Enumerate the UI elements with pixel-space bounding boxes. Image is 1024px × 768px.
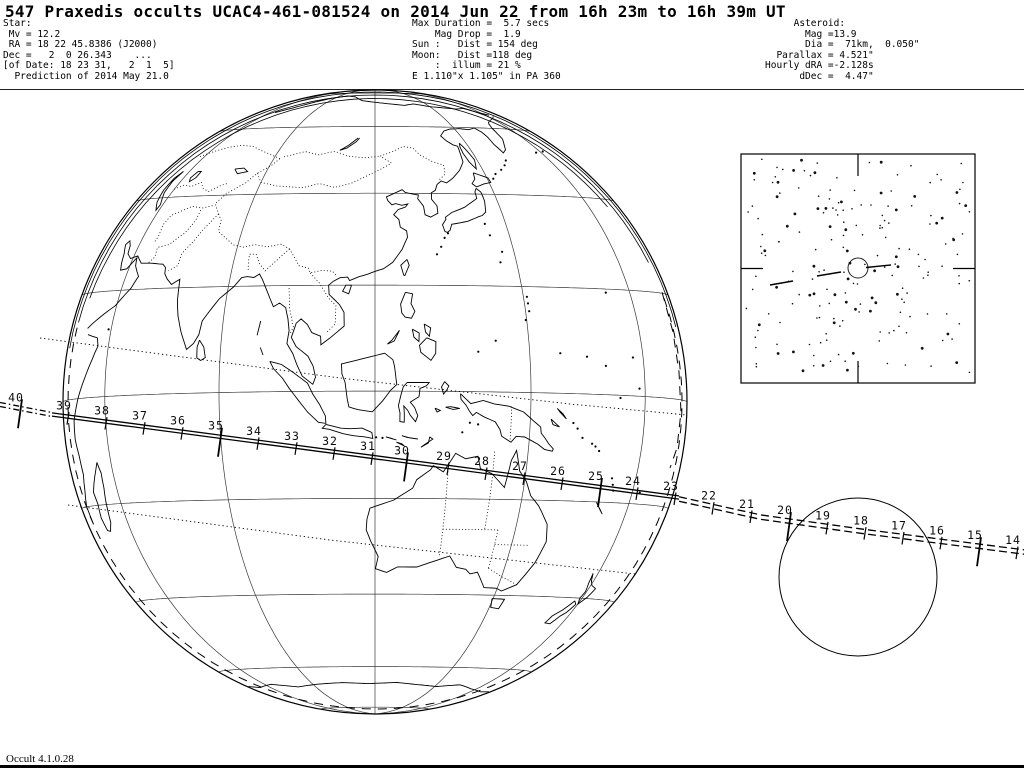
- occultation-path: [0, 401, 1024, 555]
- path-minute-label: 36: [170, 414, 186, 428]
- path-minute-label: 28: [474, 454, 490, 468]
- asteroid-info-block: Asteroid: Mag =13.9 Dia = 71km, 0.050" P…: [765, 18, 920, 82]
- path-minute-label: 40: [8, 390, 24, 404]
- path-minute-label: 30: [394, 443, 410, 457]
- path-minute-label: 34: [246, 424, 262, 438]
- header-separator-line: [0, 89, 1024, 90]
- path-minute-label: 33: [284, 429, 300, 443]
- path-minute-label: 37: [132, 409, 148, 423]
- globe-limb: [62, 89, 688, 715]
- path-minute-label: 24: [625, 474, 641, 488]
- event-info-block: Max Duration = 5.7 secs Mag Drop = 1.9 S…: [412, 18, 561, 82]
- uncertainty-limit-lines: [39, 337, 688, 575]
- star-info-block: Star: Mv = 12.2 RA = 18 22 45.8386 (J200…: [3, 18, 175, 82]
- coastlines: [73, 95, 603, 693]
- star-chart-inset: [740, 153, 976, 384]
- path-time-ticks: 40 39 38 37 36 35 34 33 32 31 30 29 28 27 26 25 24 23 22 21…: [8, 390, 1021, 567]
- asteroid-track-dash: [865, 264, 892, 269]
- path-minute-label: 31: [360, 439, 376, 453]
- path-minute-label: 38: [94, 404, 110, 418]
- path-minute-label: 17: [891, 519, 907, 533]
- asteroid-track-dash: [816, 271, 842, 277]
- path-minute-label: 23: [663, 479, 679, 493]
- path-minute-label: 35: [208, 419, 224, 433]
- path-minute-label: 39: [56, 399, 72, 413]
- asteroid-track-dash: [769, 280, 794, 286]
- target-star-circle: [847, 257, 869, 279]
- path-minute-label: 26: [550, 464, 566, 478]
- country-borders-dotted: [148, 144, 528, 586]
- page-title: 547 Praxedis occults UCAC4-461-081524 on…: [5, 2, 786, 21]
- bottom-bar: [0, 765, 1024, 768]
- path-minute-label: 16: [929, 523, 945, 537]
- limb-wrap-arcs: [69, 91, 677, 349]
- terminator-dashed-line: [67, 291, 683, 710]
- path-minute-label: 15: [967, 528, 983, 542]
- graticule: [62, 89, 688, 715]
- path-minute-label: 20: [777, 503, 793, 517]
- path-minute-label: 18: [853, 514, 869, 528]
- small-islands: [107, 150, 641, 494]
- path-minute-label: 19: [815, 508, 831, 522]
- fundamental-plane-circle: [778, 497, 938, 657]
- path-minute-label: 22: [701, 489, 717, 503]
- star-field-dots: [745, 158, 971, 374]
- path-minute-label: 32: [322, 434, 338, 448]
- path-minute-label: 27: [512, 459, 528, 473]
- path-minute-label: 25: [588, 469, 604, 483]
- app-version-label: Occult 4.1.0.28: [6, 753, 74, 765]
- path-minute-label: 21: [739, 497, 755, 511]
- path-minute-label: 29: [436, 449, 452, 463]
- path-minute-label: 14: [1005, 533, 1021, 547]
